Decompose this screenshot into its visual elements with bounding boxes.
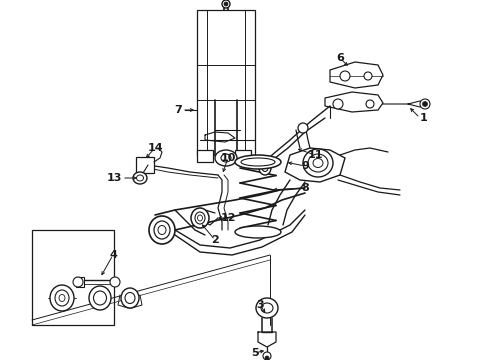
Ellipse shape: [55, 290, 69, 306]
Ellipse shape: [262, 165, 268, 171]
Bar: [197, 10, 255, 155]
Ellipse shape: [191, 208, 209, 228]
Text: 11: 11: [307, 150, 323, 160]
Text: 5: 5: [251, 348, 259, 358]
Ellipse shape: [259, 161, 271, 175]
Circle shape: [222, 0, 230, 8]
Ellipse shape: [235, 155, 281, 169]
Ellipse shape: [195, 212, 205, 224]
Ellipse shape: [137, 175, 144, 181]
Ellipse shape: [340, 71, 350, 81]
Ellipse shape: [256, 298, 278, 318]
Ellipse shape: [59, 294, 65, 302]
Text: 7: 7: [174, 105, 182, 115]
Ellipse shape: [364, 72, 372, 80]
Ellipse shape: [154, 221, 170, 239]
Ellipse shape: [303, 149, 333, 177]
Circle shape: [265, 356, 269, 360]
Text: 13: 13: [107, 173, 122, 183]
Circle shape: [73, 277, 83, 287]
Polygon shape: [325, 92, 383, 112]
Ellipse shape: [149, 216, 175, 244]
Text: 8: 8: [301, 183, 309, 193]
Ellipse shape: [308, 154, 328, 172]
Text: 9: 9: [301, 161, 309, 171]
Text: 6: 6: [336, 53, 344, 63]
Bar: [235, 150, 251, 162]
Text: 4: 4: [109, 250, 117, 260]
Text: 10: 10: [220, 153, 236, 163]
Ellipse shape: [241, 158, 275, 166]
Ellipse shape: [235, 226, 281, 238]
Ellipse shape: [158, 225, 166, 234]
Bar: [76, 277, 84, 287]
Ellipse shape: [94, 291, 106, 305]
Ellipse shape: [366, 100, 374, 108]
Ellipse shape: [89, 286, 111, 310]
Text: 3: 3: [256, 300, 264, 310]
Ellipse shape: [221, 154, 231, 162]
Circle shape: [420, 99, 430, 109]
Ellipse shape: [215, 150, 237, 166]
Ellipse shape: [197, 215, 202, 221]
Ellipse shape: [133, 172, 147, 184]
Circle shape: [224, 2, 228, 6]
Ellipse shape: [261, 303, 273, 313]
Text: 1: 1: [420, 113, 428, 123]
Bar: [32, 230, 114, 325]
Ellipse shape: [313, 158, 323, 167]
Ellipse shape: [333, 99, 343, 109]
Circle shape: [263, 352, 271, 360]
Circle shape: [298, 123, 308, 133]
Polygon shape: [285, 148, 345, 182]
Polygon shape: [330, 62, 383, 88]
Bar: [197, 150, 213, 162]
Circle shape: [422, 102, 427, 107]
Ellipse shape: [125, 292, 135, 303]
Ellipse shape: [50, 285, 74, 311]
Bar: [136, 157, 154, 173]
Ellipse shape: [121, 288, 139, 308]
Text: 2: 2: [211, 235, 219, 245]
Text: 14: 14: [147, 143, 163, 153]
Circle shape: [110, 277, 120, 287]
Text: 12: 12: [220, 213, 236, 223]
